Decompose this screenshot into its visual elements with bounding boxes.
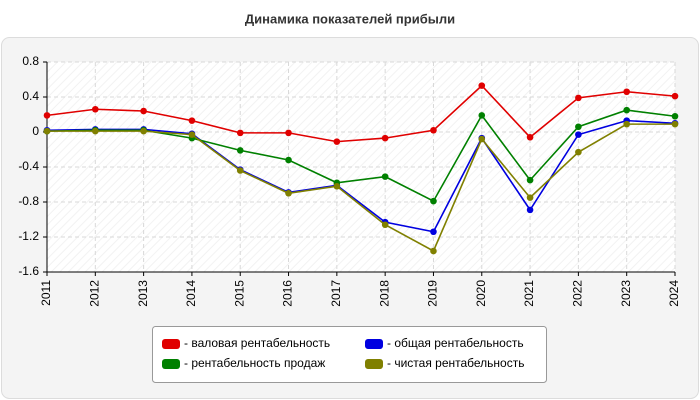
data-point	[478, 135, 486, 143]
data-point	[430, 126, 437, 134]
data-point	[92, 127, 99, 135]
data-point	[526, 194, 534, 201]
x-tick-label: 2020	[474, 280, 488, 307]
plot-hatch	[47, 62, 675, 272]
legend-label: - общая рентабельность	[387, 336, 524, 350]
data-point	[430, 197, 437, 205]
data-point	[140, 107, 147, 115]
data-point	[188, 131, 196, 138]
data-point	[623, 120, 630, 128]
y-tick-label: 0.8	[22, 54, 39, 68]
data-point	[671, 112, 679, 120]
data-point	[575, 123, 582, 131]
x-tick-label: 2014	[184, 280, 198, 307]
data-point	[478, 112, 486, 119]
data-point	[285, 189, 292, 197]
data-point	[381, 134, 389, 142]
legend	[152, 326, 547, 383]
data-point	[671, 92, 679, 100]
legend-swatch	[162, 339, 180, 349]
data-point	[236, 147, 244, 154]
data-point	[236, 167, 244, 174]
data-point	[526, 206, 534, 214]
data-point	[43, 127, 51, 135]
series-line	[47, 123, 675, 253]
x-tick-label: 2023	[619, 280, 633, 307]
legend-swatch	[365, 359, 383, 369]
y-tick-label: -1.6	[18, 264, 39, 278]
data-point	[526, 176, 534, 184]
data-point	[333, 182, 341, 190]
data-point	[575, 148, 582, 156]
data-point	[333, 138, 341, 145]
y-tick-label: -0.4	[18, 159, 39, 173]
x-tick-label: 2015	[232, 280, 246, 307]
data-point	[92, 105, 99, 113]
y-tick-label: -0.8	[18, 194, 39, 208]
data-point	[430, 228, 437, 236]
data-point	[575, 131, 582, 138]
y-tick-label: 0.4	[22, 89, 39, 103]
x-tick-label: 2016	[281, 280, 295, 307]
data-point	[43, 112, 51, 119]
legend-swatch	[365, 339, 383, 349]
data-point	[140, 127, 147, 135]
data-point	[671, 120, 679, 128]
x-tick-label: 2019	[426, 280, 440, 307]
data-point	[623, 88, 630, 96]
legend-label: - рентабельность продаж	[184, 356, 325, 370]
x-tick-label: 2024	[667, 280, 681, 307]
x-tick-label: 2021	[522, 280, 536, 307]
series-line	[46, 119, 676, 233]
x-tick-label: 2022	[571, 280, 585, 307]
legend-label: - чистая рентабельность	[387, 356, 524, 370]
legend-label: - валовая рентабельность	[184, 336, 330, 350]
data-point	[188, 117, 196, 124]
data-point	[285, 129, 292, 137]
x-tick-label: 2013	[136, 280, 150, 307]
x-tick-label: 2011	[39, 280, 53, 306]
chart-title: Динамика показателей прибыли	[245, 11, 455, 26]
data-point	[285, 156, 292, 164]
data-point	[236, 129, 244, 137]
data-point	[575, 94, 582, 102]
series-line	[46, 84, 676, 143]
x-tick-label: 2017	[329, 280, 343, 307]
data-point	[623, 106, 630, 114]
x-tick-label: 2018	[377, 280, 391, 307]
legend-swatch	[162, 359, 180, 369]
x-tick-label: 2012	[87, 280, 101, 307]
data-point	[381, 221, 389, 229]
data-point	[478, 82, 486, 89]
data-point	[526, 133, 534, 141]
y-tick-label: -1.2	[18, 229, 39, 243]
data-point	[381, 173, 389, 180]
data-point	[430, 247, 437, 255]
y-tick-label: 0	[32, 124, 39, 138]
